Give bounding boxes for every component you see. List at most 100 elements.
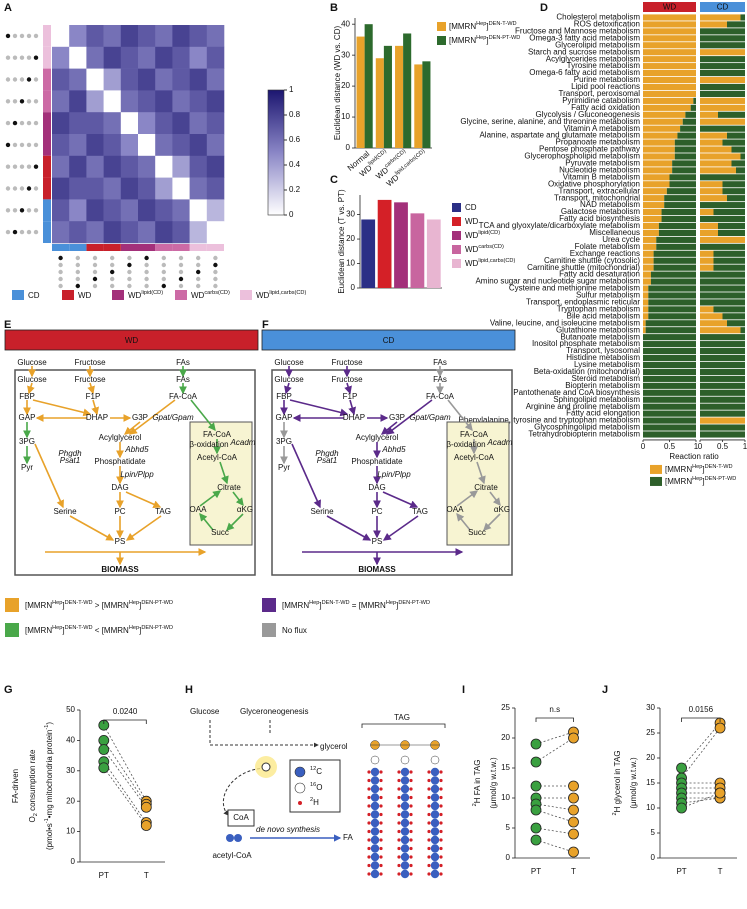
y-tick-label: 10 <box>341 112 350 121</box>
heatmap-cell <box>120 25 139 48</box>
row-label: Acylglycerides metabolism <box>546 54 641 63</box>
annotation-dot <box>75 276 81 282</box>
h-atom <box>427 855 431 859</box>
heatmap-cell <box>103 112 122 135</box>
legend-swatch <box>452 245 461 254</box>
h-atom <box>397 778 401 783</box>
ratio-bar <box>643 278 651 285</box>
flux-edge <box>232 491 244 507</box>
annotation-dot <box>92 255 98 261</box>
h-atom <box>379 855 383 859</box>
text-segment: carbs(CD) <box>478 244 504 250</box>
pair-line <box>103 761 147 823</box>
chain-atom <box>400 827 410 836</box>
heatmap-cell <box>86 25 104 48</box>
h-atom <box>367 795 371 800</box>
x-tick-label: PT <box>99 871 109 880</box>
text-segment: 16 <box>310 782 316 788</box>
ratio-bar <box>700 250 714 257</box>
text-segment: -1 <box>44 818 50 823</box>
row-label: Alanine, aspartate and glutamate metabol… <box>479 131 640 140</box>
legend-swatch <box>12 290 24 300</box>
flux-edge <box>69 515 115 541</box>
p-value: 0.0240 <box>113 707 138 716</box>
heatmap-cell <box>120 177 139 200</box>
heatmap-cell <box>155 46 173 69</box>
flux-edge <box>27 382 35 395</box>
pair-line <box>103 749 147 808</box>
tca-box <box>189 421 253 546</box>
heatmap-cell <box>120 199 139 222</box>
h-atom <box>379 821 383 825</box>
row-label: Cysteine and methionine metabolism <box>509 284 641 293</box>
y-axis-label: Euclidean distance (WD vs. CD) <box>333 26 342 141</box>
pathway-node: Succ <box>211 528 229 537</box>
text-segment: H glycerol in TAG <box>613 750 622 812</box>
text-segment: Hep <box>129 625 139 631</box>
heatmap-cell <box>172 199 190 222</box>
ratio-bar <box>700 14 741 21</box>
pathway-node: PC <box>371 507 382 516</box>
heatmap-cell <box>138 177 156 200</box>
pair-line <box>535 803 574 811</box>
pathway-node: TAG <box>155 507 171 516</box>
ratio-bar <box>700 132 727 139</box>
y-axis-label: Euclidean distance (T vs. PT) <box>337 189 346 294</box>
ratio-bar <box>643 167 673 174</box>
h-atom <box>397 872 401 876</box>
label: CoA <box>233 813 249 822</box>
y-tick-label: 40 <box>341 19 350 28</box>
h-atom <box>409 829 413 834</box>
flux-edge <box>91 399 100 416</box>
legend-label: [MMRNHep]DEN-PT-WD <box>665 476 736 486</box>
flux-edge <box>344 382 352 395</box>
legend-swatch <box>240 290 252 300</box>
chain-atom <box>400 869 410 879</box>
ratio-bar-rest <box>661 215 696 223</box>
h-atom <box>439 778 443 783</box>
pathway-node: TAG <box>412 507 428 516</box>
row-label: Transport, lysosomal <box>566 346 640 355</box>
ratio-bar <box>643 257 654 264</box>
pathway-node: Lpin/Plpp <box>120 470 154 479</box>
panel-letter: C <box>330 174 338 186</box>
y-tick-label: 20 <box>346 234 355 243</box>
ratio-bar-rest <box>700 42 745 49</box>
dashed-arrow <box>222 767 266 816</box>
pathway-node: Pyr <box>278 463 290 472</box>
pathway-node: Psat1 <box>60 456 80 465</box>
flux-edge <box>199 490 222 507</box>
row-label: TCA and glyoxylate/dicarboxylate metabol… <box>479 221 641 230</box>
legend-label: [MMRNHep]DEN-PT-WD <box>449 35 520 45</box>
text-segment: ] <box>139 601 141 610</box>
bracket <box>361 723 446 728</box>
row-label: Vitamin A metabolism <box>564 124 641 133</box>
annotation-dot <box>12 208 18 213</box>
pathway-node: Succ <box>468 528 486 537</box>
annotation-dot <box>19 164 25 169</box>
annotation-dot <box>5 229 11 235</box>
annotation-dot <box>127 276 132 282</box>
pathway-node: Citrate <box>217 483 241 492</box>
group-bar <box>86 244 104 251</box>
ratio-bar-rest <box>664 195 696 202</box>
pathway-node: Fructose <box>74 358 106 367</box>
group-bar <box>43 68 51 91</box>
h-atom <box>367 821 371 825</box>
y-tick-label: 5 <box>651 828 656 837</box>
h-atom <box>367 863 371 868</box>
text-segment: = [MMRN <box>350 601 386 610</box>
h-atom <box>379 795 383 800</box>
row-label: Glycerolipid metabolism <box>555 40 640 49</box>
data-point <box>530 738 542 750</box>
ratio-bar-rest <box>700 83 745 91</box>
x-tick-label: 0 <box>698 442 703 451</box>
ratio-bar <box>700 313 723 320</box>
ratio-bar-rest <box>700 215 745 223</box>
heatmap-cell <box>155 177 173 200</box>
group-bar <box>138 244 156 251</box>
significance-bracket <box>103 719 147 724</box>
text-segment: ] <box>139 626 141 635</box>
group-bar <box>43 199 51 222</box>
group-bar <box>206 244 224 251</box>
